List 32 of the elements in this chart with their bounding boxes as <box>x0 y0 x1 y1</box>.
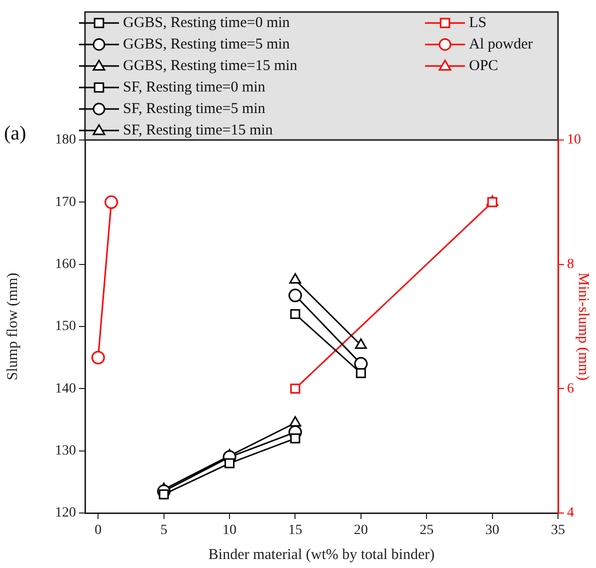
legend-label: SF, Resting time=5 min <box>123 100 266 117</box>
text: (a) <box>4 122 26 144</box>
legend-label: SF, Resting time=0 min <box>123 79 266 96</box>
y-tick-label: 130 <box>55 444 76 459</box>
y-axis-title: Slump flow (mm) <box>4 272 21 380</box>
y2-tick-label: 10 <box>567 132 581 148</box>
legend-label: Al powder <box>469 36 533 52</box>
x-tick-label: 5 <box>160 523 168 538</box>
legend-label: OPC <box>469 58 498 74</box>
x-tick-label: 30 <box>485 523 500 538</box>
y2-tick-label: 4 <box>567 506 574 521</box>
x-axis-title: Binder material (wt% by total binder) <box>208 546 435 563</box>
y-tick-label: 120 <box>55 506 76 521</box>
y-tick-label: 180 <box>55 132 76 148</box>
x-tick-label: 10 <box>222 523 237 538</box>
legend-label: SF, Resting time=15 min <box>123 122 274 138</box>
legend-label: GGBS, Resting time=5 min <box>123 36 290 52</box>
legend-label: GGBS, Resting time=15 min <box>123 58 298 74</box>
x-tick-label: 15 <box>288 523 302 538</box>
y2-tick-label: 8 <box>567 257 574 272</box>
x-tick-label: 35 <box>551 523 565 538</box>
y2-axis-title: Mini-slump (mm) <box>575 272 592 380</box>
legend-label: GGBS, Resting time=0 min <box>123 14 290 31</box>
x-tick-label: 25 <box>420 523 434 538</box>
y-tick-label: 140 <box>55 381 76 396</box>
y2-tick-label: 6 <box>567 381 574 396</box>
y-tick-label: 160 <box>55 257 76 272</box>
y-tick-label: 150 <box>55 319 76 334</box>
x-tick-label: 0 <box>94 523 102 538</box>
y-tick-label: 170 <box>55 194 76 210</box>
legend-label: LS <box>469 14 487 31</box>
x-tick-label: 20 <box>354 523 368 538</box>
